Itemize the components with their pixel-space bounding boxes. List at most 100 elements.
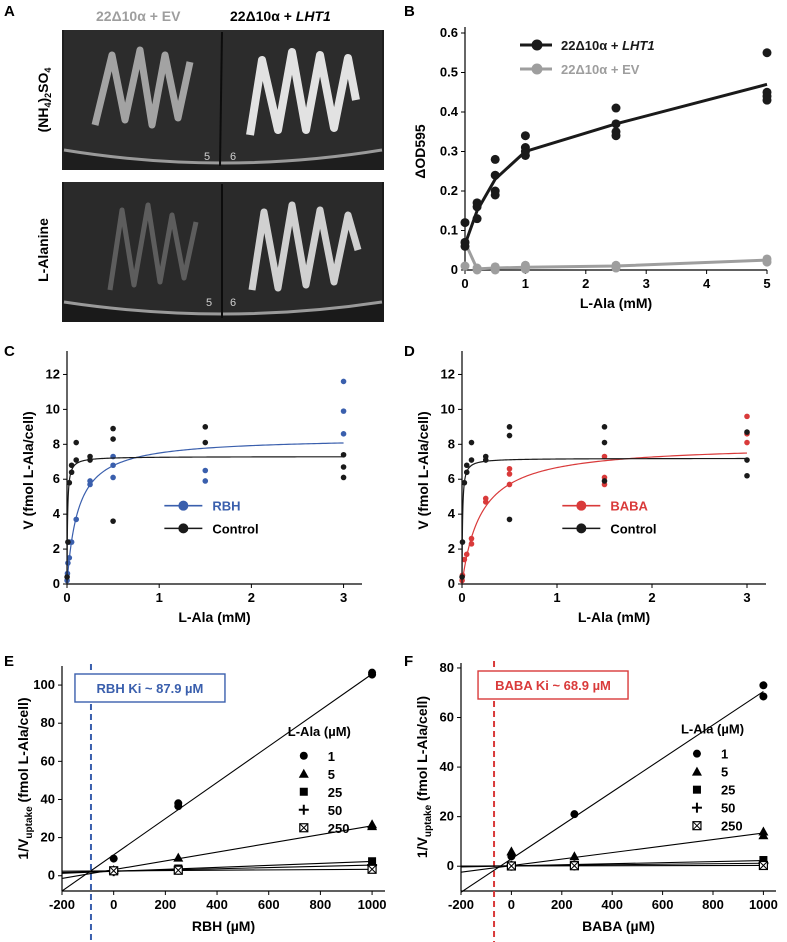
series-control bbox=[459, 424, 750, 585]
legend-label-suffix: EV bbox=[622, 62, 640, 77]
panel-f-chart: F -200 0 200 400 600 800 1000 0 20 40 60 80 BABA (µM)… bbox=[404, 653, 778, 942]
legend-entry-label: 1 bbox=[721, 747, 728, 762]
data-point bbox=[611, 119, 621, 129]
series-250 bbox=[61, 864, 377, 876]
data-point bbox=[744, 439, 750, 446]
data-point bbox=[202, 478, 209, 484]
data-point bbox=[506, 465, 513, 472]
axes: -200 0 200 400 600 800 1000 0 20 40 60 80 BABA (µM) 1… bbox=[414, 660, 778, 934]
marker-boxx bbox=[299, 823, 309, 833]
series-1 bbox=[460, 681, 768, 893]
data-point bbox=[472, 214, 482, 224]
legend-swatch-marker bbox=[576, 500, 587, 511]
y-tick-label: 12 bbox=[441, 366, 455, 381]
y-tick-label: 10 bbox=[441, 401, 455, 416]
marker-triangle bbox=[298, 768, 309, 778]
x-tick-label: 3 bbox=[643, 276, 650, 291]
legend-swatch-marker bbox=[178, 500, 189, 511]
data-point bbox=[64, 574, 70, 580]
marker-boxx-d2 bbox=[692, 821, 702, 831]
x-tick-label: 0 bbox=[508, 897, 515, 912]
marker-circle bbox=[570, 810, 579, 819]
panel-e-chart: E -200 0 200 400 600 800 1000 0 20 40 60 80 100 RBH (µ… bbox=[4, 653, 387, 942]
data-point bbox=[459, 539, 466, 545]
y-tick-label: 4 bbox=[448, 506, 456, 521]
data-point bbox=[472, 202, 482, 212]
x-tick-label: 600 bbox=[258, 897, 280, 912]
x-tick-label: 400 bbox=[206, 897, 228, 912]
y-tick-label: 0.3 bbox=[440, 144, 458, 159]
data-point bbox=[490, 154, 500, 164]
data-point bbox=[468, 535, 475, 542]
legend-swatch-marker bbox=[531, 63, 543, 75]
y-axis-title-main: 1/V bbox=[414, 836, 430, 858]
plate-heading-lht1-prefix: 22Δ10α + bbox=[230, 8, 296, 24]
y-tick-label: 0.4 bbox=[440, 104, 459, 119]
y-tick-label: 0.2 bbox=[440, 183, 458, 198]
legend-label-suffix: LHT1 bbox=[622, 38, 655, 53]
marker-boxx-d2 bbox=[507, 861, 516, 871]
axes: -200 0 200 400 600 800 1000 0 20 40 60 80 100 RBH (µM… bbox=[15, 666, 387, 934]
y-tick-label: 40 bbox=[440, 759, 454, 774]
data-point bbox=[340, 431, 347, 437]
marker-triangle bbox=[758, 826, 769, 836]
marker-triangle bbox=[173, 852, 184, 862]
marker-boxx-d2 bbox=[367, 864, 377, 874]
fit-curve bbox=[66, 456, 344, 585]
y-axis-title-main: 1/V bbox=[15, 838, 31, 860]
panel-letter-c: C bbox=[4, 343, 15, 360]
plate-mark-top-right: 6 bbox=[230, 151, 236, 163]
legend-label: RBH bbox=[212, 499, 240, 514]
data-point bbox=[490, 265, 500, 275]
ki-label: BABA Ki ~ 68.9 µM bbox=[495, 678, 611, 693]
fit-curve bbox=[66, 442, 344, 585]
marker-boxx-d2 bbox=[109, 866, 119, 876]
data-point bbox=[490, 170, 500, 180]
x-tick-label: 200 bbox=[551, 897, 573, 912]
marker-triangle bbox=[569, 851, 580, 861]
panel-letter-b: B bbox=[404, 3, 415, 20]
legend-entry-label: 1 bbox=[328, 749, 335, 764]
data-point bbox=[202, 467, 209, 474]
plate-mark-bottom-left: 5 bbox=[206, 297, 212, 309]
x-tick-label: 0 bbox=[110, 897, 117, 912]
ki-box bbox=[74, 673, 226, 703]
data-point bbox=[762, 257, 772, 267]
marker-boxx bbox=[109, 866, 119, 876]
y-tick-label: 4 bbox=[53, 506, 61, 521]
marker-plus bbox=[691, 802, 702, 813]
legend-entry-label: 50 bbox=[721, 801, 735, 816]
marker-circle bbox=[109, 854, 118, 863]
panel-b-chart: B 0 1 2 3 4 5 0 0.1 0.2 0.3 0.4 0.5 0.6 L-Ala (mM) ΔOD5… bbox=[404, 3, 772, 311]
data-point bbox=[65, 560, 71, 566]
data-point bbox=[468, 457, 475, 463]
marker-circle bbox=[759, 681, 768, 690]
data-point bbox=[468, 439, 475, 446]
panel-letter-d: D bbox=[404, 343, 415, 360]
y-tick-label: 40 bbox=[41, 791, 55, 806]
y-axis-title: V (fmol L-Ala/cell) bbox=[415, 411, 431, 529]
data-point bbox=[520, 150, 530, 160]
data-point bbox=[463, 469, 470, 476]
legend-entry-label: 5 bbox=[721, 765, 728, 780]
y-tick-label: 20 bbox=[440, 809, 454, 824]
legend-label: Control bbox=[212, 521, 258, 536]
x-tick-label: 600 bbox=[652, 897, 674, 912]
y-tick-label: 0 bbox=[451, 262, 458, 277]
y-axis-title-rest: (fmol L-Ala/cell) bbox=[15, 697, 31, 806]
y-axis-title-sub: uptake bbox=[24, 806, 35, 839]
data-point bbox=[73, 457, 80, 463]
marker-triangle bbox=[506, 846, 517, 856]
marker-circle bbox=[692, 749, 701, 758]
legend-entry-label: 250 bbox=[328, 821, 350, 836]
x-tick-label: 3 bbox=[340, 590, 347, 605]
data-point bbox=[460, 218, 470, 228]
x-tick-label: 800 bbox=[310, 897, 332, 912]
y-tick-label: 0 bbox=[48, 868, 55, 883]
x-tick-label: 2 bbox=[248, 590, 255, 605]
x-axis-title: L-Ala (mM) bbox=[178, 609, 250, 625]
data-point bbox=[601, 439, 608, 446]
legend-title: L-Ala (µM) bbox=[288, 724, 351, 739]
data-point bbox=[506, 516, 513, 523]
